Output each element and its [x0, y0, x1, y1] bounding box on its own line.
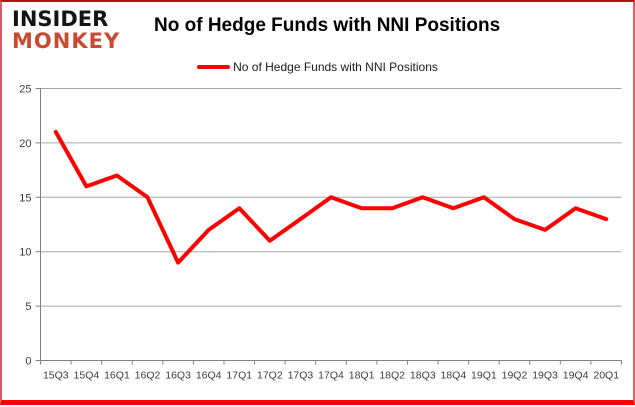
logo-monkey-text: MONKEY — [12, 29, 121, 53]
x-tick-label: 17Q3 — [288, 370, 314, 382]
x-tick-label: 16Q4 — [196, 370, 222, 382]
x-tick-label: 17Q4 — [318, 370, 344, 382]
page-title: No of Hedge Funds with NNI Positions — [154, 15, 501, 36]
y-tick-label: 20 — [19, 138, 31, 150]
x-tick-label: 17Q2 — [257, 370, 283, 382]
x-tick-label: 18Q1 — [349, 370, 375, 382]
x-tick-label: 16Q1 — [104, 370, 130, 382]
x-tick-label: 18Q4 — [440, 370, 466, 382]
insider-monkey-logo: INSIDER MONKEY — [12, 9, 120, 52]
legend-label: No of Hedge Funds with NNI Positions — [233, 60, 438, 74]
x-tick-label: 20Q1 — [593, 370, 619, 382]
x-tick-label: 18Q3 — [410, 370, 436, 382]
x-tick-label: 15Q4 — [74, 370, 100, 382]
x-tick-label: 19Q1 — [471, 370, 497, 382]
x-tick-label: 16Q3 — [165, 370, 191, 382]
x-tick-label: 19Q4 — [563, 370, 589, 382]
y-tick-label: 25 — [19, 84, 31, 96]
logo-insider-text: INSIDER — [12, 7, 109, 31]
x-tick-label: 18Q2 — [379, 370, 405, 382]
x-tick-label: 19Q3 — [532, 370, 558, 382]
x-tick-label: 17Q1 — [226, 370, 252, 382]
y-tick-label: 10 — [19, 247, 31, 259]
x-tick-label: 19Q2 — [502, 370, 528, 382]
y-tick-label: 15 — [19, 192, 31, 204]
chart-legend: No of Hedge Funds with NNI Positions — [2, 60, 633, 74]
y-tick-label: 5 — [25, 301, 31, 313]
series-line — [53, 130, 609, 265]
legend-line-swatch — [197, 65, 231, 69]
y-tick-label: 0 — [25, 356, 31, 368]
x-tick-label: 16Q2 — [135, 370, 161, 382]
x-tick-label: 15Q3 — [43, 370, 69, 382]
